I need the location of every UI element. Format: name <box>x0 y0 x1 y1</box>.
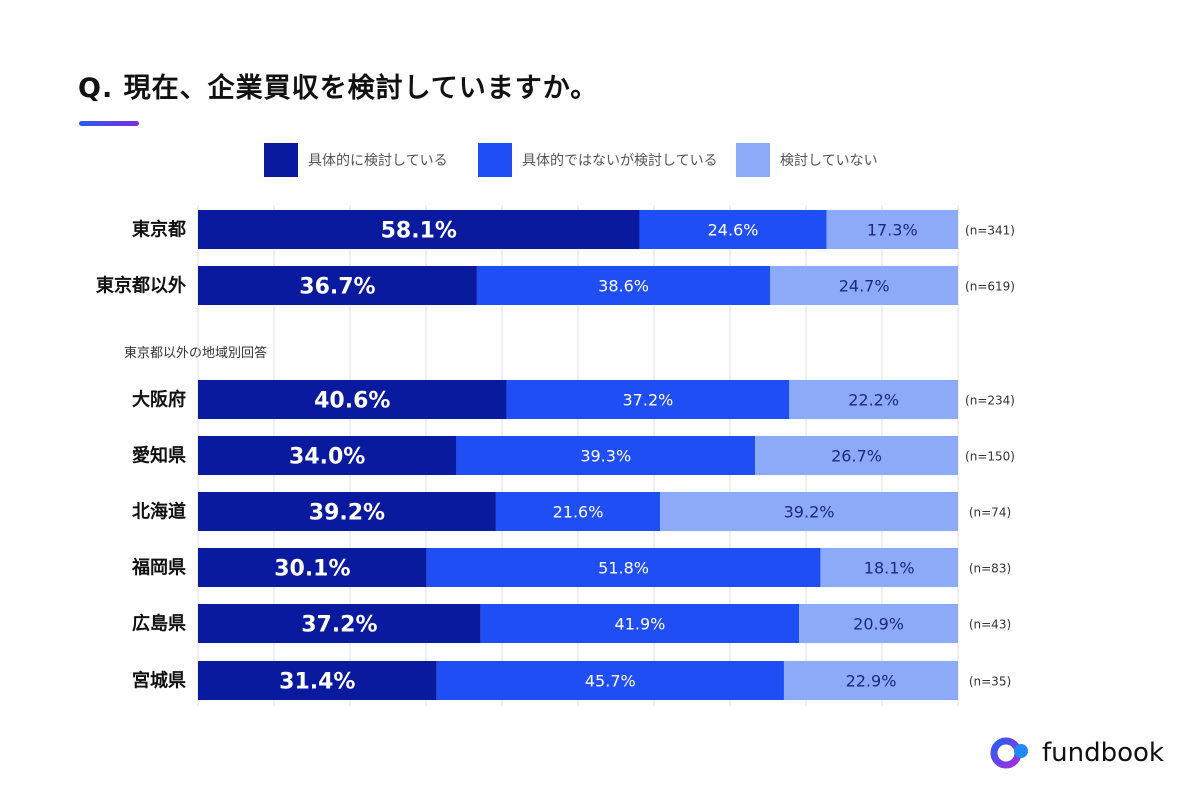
data-label: 24.7% <box>839 277 890 296</box>
data-label: 39.2% <box>309 501 385 526</box>
data-label: 30.1% <box>274 557 350 582</box>
bar-segment <box>789 380 958 419</box>
bar-segment <box>770 266 958 305</box>
bar-segment <box>198 266 477 305</box>
bar-segment <box>820 548 958 587</box>
sample-size-label: (n=43) <box>969 618 1011 632</box>
data-label: 26.7% <box>831 447 882 466</box>
data-label: 18.1% <box>864 559 915 578</box>
data-label: 24.6% <box>708 221 759 240</box>
category-label: 福岡県 <box>131 557 186 579</box>
legend-label: 具体的ではないが検討している <box>522 153 718 169</box>
category-label: 愛知県 <box>132 445 186 467</box>
data-label: 22.9% <box>846 672 897 691</box>
category-label: 北海道 <box>132 501 186 523</box>
data-label: 21.6% <box>553 503 604 522</box>
bar-segment <box>198 210 640 249</box>
data-label: 37.2% <box>301 613 377 638</box>
bar-segment <box>495 492 661 531</box>
fundbook-logo: fundbook <box>990 735 1164 771</box>
data-label: 45.7% <box>585 672 636 691</box>
legend-label: 検討していない <box>780 153 878 169</box>
sample-size-label: (n=234) <box>965 394 1015 408</box>
sample-size-label: (n=74) <box>969 506 1011 520</box>
category-label: 東京都 <box>132 219 186 241</box>
category-label: 東京都以外 <box>96 275 186 297</box>
bar-segment <box>660 492 958 531</box>
bar-segment <box>198 492 496 531</box>
data-label: 58.1% <box>381 219 457 244</box>
bar-segment <box>639 210 827 249</box>
bar-segment <box>456 436 756 475</box>
legend-label: 具体的に検討している <box>308 153 448 169</box>
data-label: 31.4% <box>279 670 355 695</box>
bar-segment <box>198 436 457 475</box>
data-label: 20.9% <box>853 615 904 634</box>
bar-segment <box>198 548 427 587</box>
data-label: 41.9% <box>615 615 666 634</box>
fundbook-logo-icon <box>990 737 1028 769</box>
bar-segment <box>799 604 958 643</box>
data-label: 17.3% <box>867 221 918 240</box>
regional-subtitle: 東京都以外の地域別回答 <box>124 346 268 361</box>
bar-segment <box>476 266 771 305</box>
sample-size-label: (n=341) <box>965 224 1015 238</box>
logo-text: fundbook <box>1042 738 1164 768</box>
data-label: 51.8% <box>598 559 649 578</box>
legend-swatch <box>478 143 512 177</box>
data-label: 40.6% <box>314 389 390 414</box>
data-label: 22.2% <box>848 391 899 410</box>
bar-segment <box>426 548 821 587</box>
title-accent-bar <box>79 121 139 126</box>
data-label: 36.7% <box>299 275 375 300</box>
legend-swatch <box>736 143 770 177</box>
bar-segment <box>198 661 437 700</box>
sample-size-label: (n=150) <box>965 450 1015 464</box>
bar-segment <box>826 210 958 249</box>
data-label: 37.2% <box>623 391 674 410</box>
bar-segment <box>506 380 790 419</box>
sample-size-label: (n=35) <box>969 675 1011 689</box>
data-label: 39.2% <box>784 503 835 522</box>
sample-size-label: (n=83) <box>969 562 1011 576</box>
bar-segment <box>198 380 507 419</box>
bar-segment <box>755 436 958 475</box>
legend-item-specific: 具体的に検討している <box>264 143 448 177</box>
legend-swatch <box>264 143 298 177</box>
category-label: 広島県 <box>132 613 186 635</box>
bar-segment <box>783 661 958 700</box>
bar-segment <box>480 604 800 643</box>
legend-item-not-specific: 具体的ではないが検討している <box>478 143 718 177</box>
sample-size-label: (n=619) <box>965 280 1015 294</box>
bar-segment <box>436 661 784 700</box>
chart-title: Q. 現在、企業買収を検討していますか。 <box>78 73 599 104</box>
legend-item-not-considering: 検討していない <box>736 143 878 177</box>
category-label: 宮城県 <box>132 670 186 692</box>
category-label: 大阪府 <box>132 389 186 411</box>
bar-segment <box>198 604 481 643</box>
data-label: 39.3% <box>580 447 631 466</box>
data-label: 38.6% <box>598 277 649 296</box>
data-label: 34.0% <box>289 445 365 470</box>
